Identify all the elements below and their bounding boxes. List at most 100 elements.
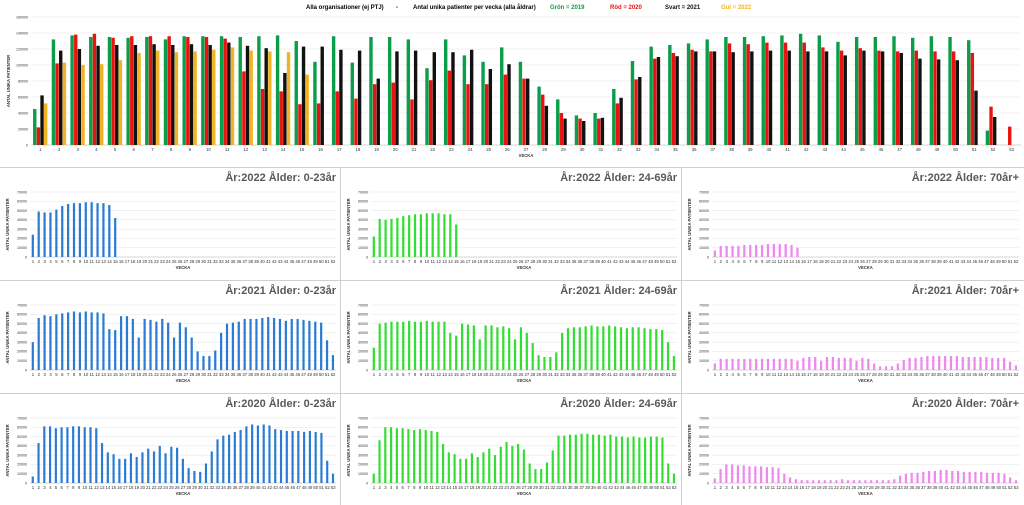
bar <box>171 45 175 145</box>
bar <box>749 358 752 370</box>
bar <box>800 480 803 483</box>
bar <box>590 325 593 370</box>
x-tick-label: 38 <box>248 259 253 264</box>
bar <box>592 434 595 483</box>
x-tick-label: 23 <box>842 372 847 377</box>
x-tick-label: 38 <box>931 372 936 377</box>
bar <box>831 357 835 370</box>
x-tick-label: 20 <box>393 147 398 152</box>
bar <box>892 36 896 146</box>
bar <box>938 356 941 370</box>
y-tick-label: 20000 <box>18 127 28 131</box>
bar <box>443 321 446 370</box>
x-tick-label: 8 <box>414 372 417 377</box>
bar <box>626 437 629 483</box>
bar <box>766 244 770 257</box>
bar <box>694 51 698 145</box>
x-tick-label: 22 <box>430 147 435 152</box>
x-axis-title: VECKA <box>176 378 191 383</box>
bar <box>72 426 75 483</box>
bar <box>51 39 56 145</box>
bar <box>760 244 764 257</box>
bar <box>727 43 732 145</box>
x-tick-label: 39 <box>748 147 753 152</box>
x-tick-label: 19 <box>374 147 379 152</box>
x-tick-label: 53 <box>672 485 677 490</box>
x-tick-label: 5 <box>114 147 117 152</box>
x-tick-label: 8 <box>755 372 758 377</box>
x-tick-label: 19 <box>817 485 822 490</box>
x-tick-label: 32 <box>554 259 559 264</box>
bar <box>778 358 781 370</box>
y-tick-label: 30000 <box>699 227 709 231</box>
bar <box>836 41 840 145</box>
x-tick-label: 47 <box>301 372 306 377</box>
x-tick-label: 51 <box>660 485 665 490</box>
bar <box>967 40 971 146</box>
bar <box>835 480 838 483</box>
x-tick-label: 52 <box>991 147 996 152</box>
bar <box>884 366 888 370</box>
bar <box>608 325 611 370</box>
x-tick-label: 45 <box>285 485 290 490</box>
x-tick-label: 32 <box>617 147 622 152</box>
bar <box>189 44 194 146</box>
bar <box>784 358 787 370</box>
bar <box>350 62 354 145</box>
x-tick-label: 7 <box>749 259 752 264</box>
x-tick-label: 4 <box>49 485 52 490</box>
x-tick-label: 49 <box>313 259 318 264</box>
bar <box>778 244 781 257</box>
x-axis-title: VECKA <box>517 378 532 383</box>
x-tick-label: 27 <box>184 259 189 264</box>
x-tick-label: 9 <box>761 259 764 264</box>
y-tick-label: 60000 <box>699 200 709 204</box>
x-tick-label: 8 <box>414 259 417 264</box>
x-tick-label: 31 <box>890 372 895 377</box>
x-tick-label: 2 <box>37 485 40 490</box>
bar <box>555 352 558 370</box>
x-tick-label: 25 <box>854 372 859 377</box>
x-tick-label: 27 <box>522 485 527 490</box>
x-tick-label: 28 <box>872 372 877 377</box>
bar <box>613 326 617 370</box>
bar <box>649 46 653 145</box>
x-tick-label: 6 <box>402 372 405 377</box>
x-tick-label: 45 <box>967 485 972 490</box>
bar <box>413 214 417 257</box>
x-tick-label: 4 <box>390 372 393 377</box>
x-tick-label: 24 <box>507 372 512 377</box>
x-tick-label: 45 <box>860 147 865 152</box>
x-tick-label: 51 <box>1002 485 1007 490</box>
x-tick-label: 24 <box>848 372 853 377</box>
x-tick-label: 31 <box>207 372 212 377</box>
x-tick-label: 6 <box>402 485 405 490</box>
x-tick-label: 52 <box>1014 372 1019 377</box>
bar <box>668 45 672 145</box>
x-tick-label: 7 <box>749 372 752 377</box>
bar <box>725 464 728 483</box>
bar <box>743 358 746 370</box>
panel-2020-24-69: 0 10000 20000 30000 40000 50000 60000 70000 1 2 3 4… <box>341 394 682 505</box>
x-tick-label: 47 <box>984 372 989 377</box>
x-tick-label: 13 <box>441 485 446 490</box>
bar <box>152 44 156 146</box>
bar <box>181 458 184 483</box>
x-tick-label: 16 <box>458 485 463 490</box>
bar <box>672 473 676 483</box>
x-tick-label: 34 <box>562 485 567 490</box>
x-tick-label: 42 <box>804 147 809 152</box>
y-tick-label: 20000 <box>358 463 368 467</box>
x-tick-label: 52 <box>331 372 336 377</box>
bar <box>780 35 784 145</box>
bar <box>268 51 272 145</box>
x-tick-label: 2 <box>58 147 61 152</box>
bar <box>107 37 112 145</box>
x-tick-label: 1 <box>714 259 717 264</box>
y-tick-label: 20000 <box>17 237 27 241</box>
x-axis-title: VECKA <box>517 265 532 270</box>
x-tick-label: 44 <box>620 485 625 490</box>
panel-2022-70: 0 10000 20000 30000 40000 50000 60000 70000 1 2 3 4… <box>682 168 1024 280</box>
bar <box>245 45 250 145</box>
y-tick-label: 10000 <box>17 359 27 363</box>
